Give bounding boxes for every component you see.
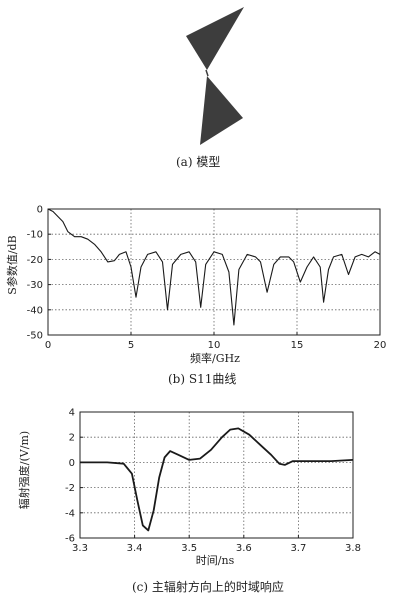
time-ytick-label: 0 [69,458,75,469]
time-xtick-label: 3.6 [236,543,252,554]
time-ytick-label: -4 [65,508,75,519]
s11-xtick-label: 20 [374,340,387,351]
s11-ytick-label: -20 [27,255,43,266]
caption-b: (b) S11曲线 [168,372,237,386]
s11-xtick-label: 15 [291,340,304,351]
s11-xtick-label: 0 [45,340,51,351]
time-xlabel: 时间/ns [196,554,235,567]
s11-ylabel: S参数值/dB [5,235,19,294]
time-xtick-label: 3.7 [290,543,306,554]
s11-xlabel: 频率/GHz [190,351,240,365]
bowtie-antenna-model [186,7,244,145]
time-ytick-label: -2 [65,483,75,494]
s11-ytick-label: -40 [27,305,43,316]
s11-chart: S参数值/dB 频率/GHz 0 5 10 15 20 0 -10 -20 -30 -40 -50 [5,205,386,366]
time-plot-frame [79,411,354,539]
time-xtick-label: 3.5 [181,543,197,554]
s11-ytick-label: -30 [27,280,43,291]
time-ytick-label: 2 [69,433,75,444]
feed-gap-line [205,69,209,77]
time-xtick-label: 3.4 [127,543,143,554]
s11-ytick-label: 0 [37,205,43,216]
time-ytick-label: 4 [69,408,75,419]
upper-antenna-arm [186,7,244,70]
s11-ytick-label: -50 [27,331,43,342]
s11-series-line [47,208,381,326]
lower-antenna-arm [200,76,243,145]
time-ylabel: 辐射强度/(V/m) [17,431,31,509]
s11-ytick-label: -10 [27,230,43,241]
caption-a: (a) 模型 [176,155,221,169]
s11-xtick-label: 10 [208,340,221,351]
caption-c: (c) 主辐射方向上的时域响应 [132,580,284,594]
time-series-line [80,427,354,532]
s11-xtick-label: 5 [128,340,134,351]
time-xtick-label: 3.8 [345,543,361,554]
time-ytick-label: -6 [65,534,75,545]
time-xtick-label: 3.3 [72,543,88,554]
time-domain-chart: 辐射强度/(V/m) 时间/ns 3.3 3.4 3.5 3.6 3.7 3.8 4 2 0 -2… [17,408,361,568]
